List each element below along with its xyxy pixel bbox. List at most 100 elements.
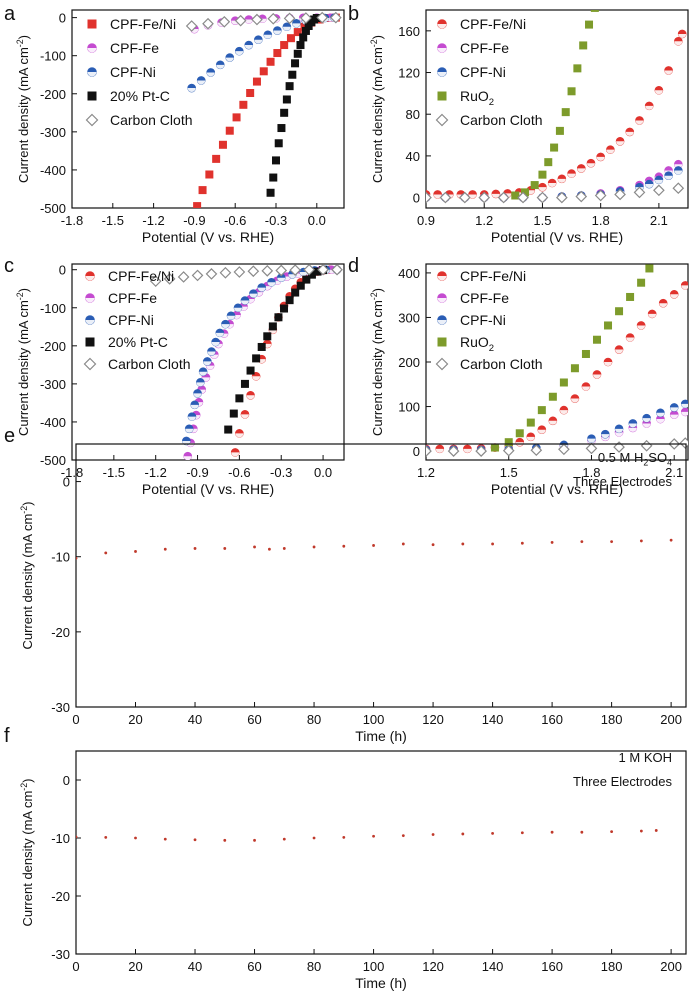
data-point	[592, 335, 601, 344]
y-axis-label: Current density (mA cm-2)	[15, 288, 31, 436]
data-point	[313, 267, 322, 276]
data-point	[134, 550, 137, 553]
data-point-half	[606, 149, 615, 154]
data-point	[575, 190, 588, 203]
data-point	[285, 296, 294, 305]
legend: CPF-Fe/Ni CPF-Fe CPF-Ni RuO2 Carbon Cloth	[435, 16, 543, 128]
data-point	[590, 10, 599, 12]
data-point	[289, 264, 302, 276]
data-point-half	[642, 418, 651, 423]
data-point	[461, 832, 465, 836]
data-point-half	[656, 419, 665, 424]
data-point	[205, 170, 214, 179]
text-part: Current density (mA cm	[20, 791, 35, 927]
x-tick-label: 1.2	[475, 213, 493, 228]
data-point-half	[637, 325, 646, 330]
text-part: CPF-Ni	[108, 312, 154, 328]
text-part: Three Electrodes	[573, 474, 672, 489]
data-point-half	[254, 39, 263, 44]
data-point	[193, 547, 197, 550]
panel-letter: c	[4, 255, 14, 277]
data-point	[610, 540, 614, 544]
x-tick-label: 1.2	[417, 465, 435, 480]
data-point	[491, 542, 494, 546]
data-point	[520, 831, 524, 835]
y-tick-label: 120	[398, 66, 420, 81]
y-tick-label: 80	[406, 107, 420, 122]
legend-label: Carbon Cloth	[108, 356, 191, 372]
text-part: CPF-Ni	[460, 64, 506, 80]
data-point-half	[592, 374, 601, 379]
data-point	[502, 444, 515, 457]
x-tick-label: 180	[601, 712, 623, 727]
y-axis-label: Current density (mA cm-2)	[19, 501, 35, 649]
data-point-half	[185, 428, 194, 433]
data-point	[585, 442, 598, 455]
data-point-half	[463, 448, 472, 453]
data-point	[431, 833, 435, 836]
plot-area	[426, 264, 688, 457]
series-20-pt-c	[224, 266, 328, 434]
data-point	[247, 265, 260, 278]
legend-marker-half	[437, 72, 447, 77]
data-point	[252, 77, 261, 86]
data-point-half	[183, 456, 192, 460]
x-tick-label: 120	[422, 959, 444, 974]
data-point	[191, 269, 204, 282]
text-part: CPF-Fe/Ni	[460, 268, 526, 284]
data-point	[461, 542, 465, 546]
data-point-half	[207, 351, 216, 356]
y-tick-label: 300	[398, 310, 420, 325]
data-point	[316, 11, 329, 24]
data-point-half	[654, 179, 663, 184]
data-point	[272, 156, 280, 165]
data-point-half	[615, 432, 624, 437]
series-ruo2	[490, 264, 654, 452]
data-point	[372, 834, 375, 838]
legend-marker-half	[437, 24, 447, 29]
data-point	[447, 445, 460, 457]
data-point	[550, 143, 559, 152]
data-point-half	[645, 105, 654, 110]
data-point	[561, 108, 570, 117]
data-point-half	[211, 342, 220, 347]
x-tick-label: 200	[660, 959, 682, 974]
text-part: Current density (mA cm	[16, 300, 31, 436]
legend-label: CPF-Ni	[110, 64, 156, 80]
data-point	[280, 304, 289, 313]
text-part: RuO	[460, 88, 489, 104]
text-part: -2	[15, 39, 25, 47]
panel-letter: e	[4, 425, 15, 447]
legend-marker	[83, 357, 97, 371]
text-part: -2	[369, 39, 379, 47]
data-point	[223, 547, 227, 550]
data-point	[550, 541, 554, 544]
data-point	[654, 829, 658, 832]
x-tick-label: 20	[128, 959, 142, 974]
data-point-half	[240, 414, 249, 419]
data-point-half	[227, 315, 236, 320]
data-point	[555, 126, 564, 135]
x-axis-label: Potential (V vs. RHE)	[491, 229, 623, 245]
plot-area	[76, 538, 673, 560]
data-point	[283, 12, 296, 25]
data-point	[559, 378, 568, 387]
series-carbon-cloth	[149, 264, 343, 287]
text-part: Carbon Cloth	[460, 112, 543, 128]
data-point	[515, 429, 524, 438]
data-point	[303, 264, 315, 276]
data-point-half	[282, 26, 291, 31]
text-part: CPF-Fe	[110, 40, 159, 56]
y-tick-label: -200	[40, 87, 66, 102]
y-tick-label: 200	[398, 355, 420, 370]
x-tick-label: 20	[128, 712, 142, 727]
data-point	[491, 831, 494, 835]
x-tick-label: -0.3	[265, 213, 287, 228]
y-tick-label: -200	[40, 339, 66, 354]
series-cpf-fe-ni	[426, 29, 687, 199]
legend-label: CPF-Ni	[460, 312, 506, 328]
panel-c: c -1.8 -1.5 -1.2 -0.9 -0.6 -0.3 0.0 0 -100 -200 -30…	[4, 255, 345, 497]
data-point-half	[557, 178, 566, 183]
data-point	[163, 547, 167, 551]
data-point	[530, 444, 543, 457]
